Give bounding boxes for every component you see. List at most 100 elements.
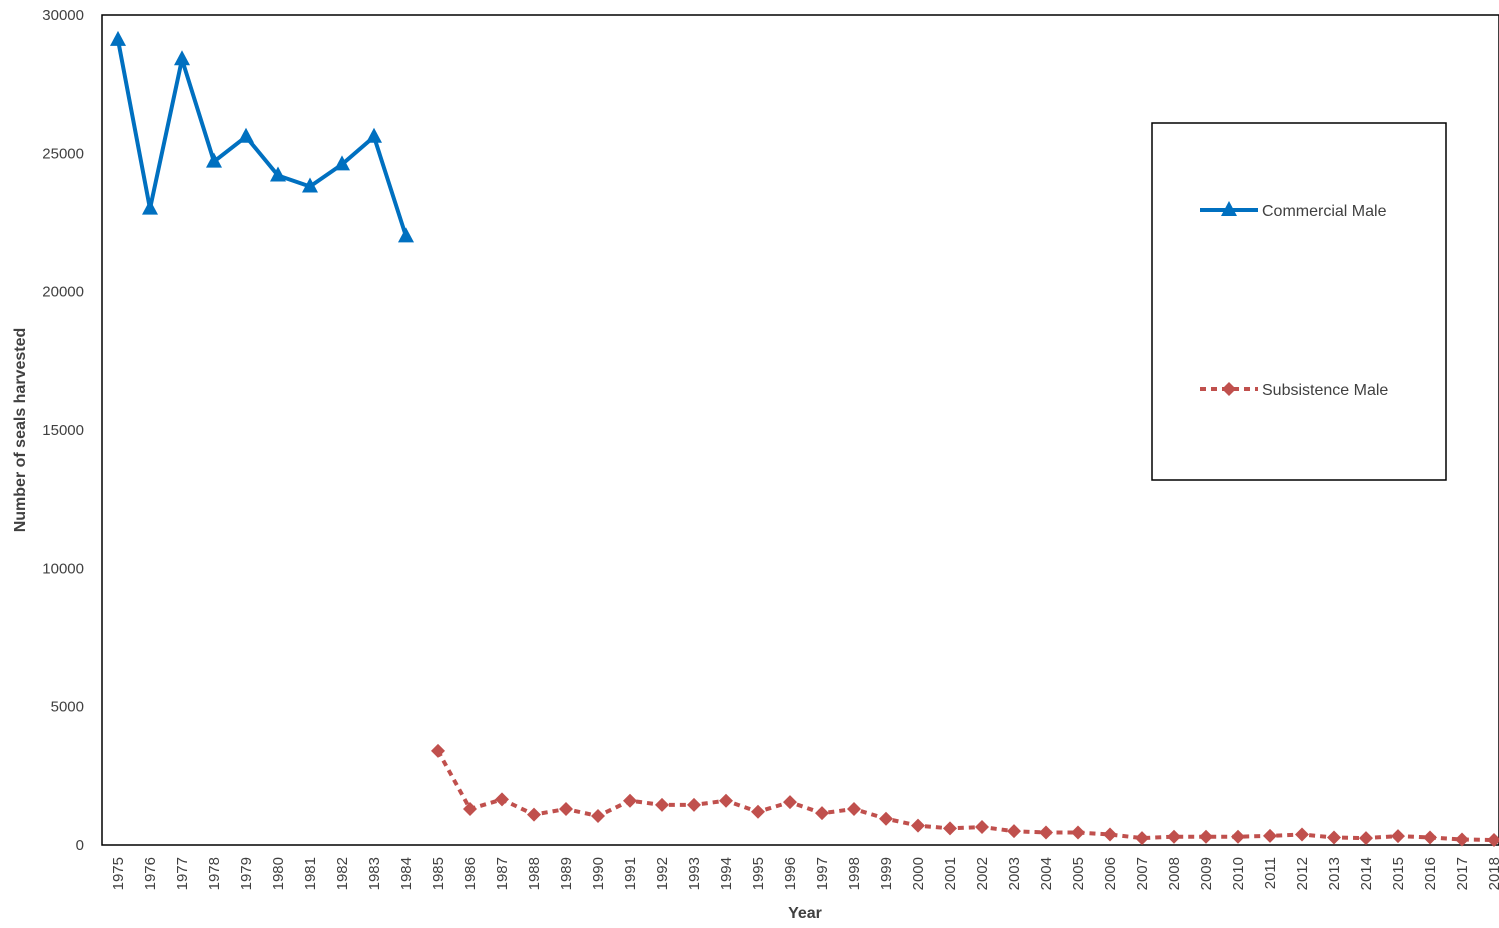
x-tick-label: 1988 — [526, 857, 543, 890]
x-tick-label: 1995 — [750, 857, 767, 890]
x-tick-label: 2001 — [942, 857, 959, 890]
x-tick-label: 2005 — [1070, 857, 1087, 890]
data-point-marker — [1391, 829, 1405, 844]
data-point-marker — [174, 50, 190, 66]
data-point-marker — [783, 795, 797, 810]
data-point-marker — [623, 793, 637, 808]
data-point-marker — [1103, 827, 1117, 842]
data-point-marker — [1071, 825, 1085, 840]
legend-swatch-marker — [1222, 382, 1236, 396]
data-point-marker — [591, 808, 605, 823]
x-tick-label: 2009 — [1198, 857, 1215, 890]
x-tick-label: 1975 — [110, 857, 127, 890]
data-point-marker — [1327, 830, 1341, 845]
data-point-marker — [431, 743, 445, 758]
x-tick-label: 2003 — [1006, 857, 1023, 890]
data-point-marker — [302, 177, 318, 193]
data-point-marker — [1039, 825, 1053, 840]
x-tick-label: 2013 — [1326, 857, 1343, 890]
x-tick-label: 2018 — [1486, 857, 1499, 890]
data-point-marker — [1455, 832, 1469, 847]
x-tick-label: 2002 — [974, 857, 991, 890]
data-point-marker — [655, 797, 669, 812]
x-tick-label: 2000 — [910, 857, 927, 890]
data-point-marker — [1199, 829, 1213, 844]
x-tick-label: 1991 — [622, 857, 639, 890]
y-axis-title: Number of seals harvested — [12, 328, 29, 533]
y-tick-label: 25000 — [42, 145, 84, 162]
data-point-marker — [527, 807, 541, 822]
data-point-marker — [559, 802, 573, 817]
x-tick-label: 2015 — [1390, 857, 1407, 890]
x-tick-label: 2014 — [1358, 857, 1375, 890]
legend: Commercial Male Subsistence Male — [1151, 122, 1447, 481]
x-tick-label: 1978 — [206, 857, 223, 890]
x-tick-label: 1977 — [174, 857, 191, 890]
data-point-marker — [911, 818, 925, 833]
legend-swatch-marker — [1221, 201, 1237, 216]
x-tick-label: 2017 — [1454, 857, 1471, 890]
data-point-marker — [110, 30, 126, 46]
y-tick-label: 5000 — [51, 699, 84, 716]
x-tick-label: 1992 — [654, 857, 671, 890]
data-point-marker — [943, 821, 957, 836]
data-point-marker — [366, 127, 382, 143]
series-layer — [110, 30, 1499, 848]
data-point-marker — [1167, 829, 1181, 844]
legend-label: Commercial Male — [1262, 203, 1387, 220]
data-point-marker — [1007, 824, 1021, 839]
x-tick-label: 2007 — [1134, 857, 1151, 890]
y-tick-label: 10000 — [42, 560, 84, 577]
y-tick-label: 15000 — [42, 422, 84, 439]
x-tick-label: 2004 — [1038, 857, 1055, 890]
data-point-marker — [270, 166, 286, 182]
x-tick-label: 1994 — [718, 857, 735, 890]
data-point-marker — [751, 804, 765, 819]
x-tick-label: 1987 — [494, 857, 511, 890]
x-tick-label: 1982 — [334, 857, 351, 890]
y-tick-label: 30000 — [42, 7, 84, 24]
data-point-marker — [1135, 831, 1149, 846]
x-tick-label: 1979 — [238, 857, 255, 890]
y-tick-label: 0 — [76, 837, 84, 854]
x-tick-label: 1997 — [814, 857, 831, 890]
data-point-marker — [334, 155, 350, 171]
x-tick-label: 2008 — [1166, 857, 1183, 890]
x-tick-label: 1980 — [270, 857, 287, 890]
x-tick-label: 2010 — [1230, 857, 1247, 890]
x-tick-label: 2012 — [1294, 857, 1311, 890]
data-point-marker — [1263, 828, 1277, 843]
data-point-marker — [975, 820, 989, 835]
x-tick-label: 1984 — [398, 857, 415, 890]
data-point-marker — [847, 802, 861, 817]
x-tick-label: 1998 — [846, 857, 863, 890]
data-point-marker — [1423, 830, 1437, 845]
data-point-marker — [142, 199, 158, 215]
data-point-marker — [1359, 831, 1373, 846]
x-tick-label: 2011 — [1262, 857, 1279, 889]
data-point-marker — [238, 127, 254, 143]
series-line-1 — [116, 39, 408, 237]
x-tick-label: 1993 — [686, 857, 703, 890]
data-point-marker — [879, 811, 893, 826]
data-point-marker — [1487, 833, 1499, 848]
legend-frame — [1151, 122, 1447, 481]
y-axis-ticks: 0 5000 10000 15000 20000 25000 30000 — [42, 7, 84, 854]
data-point-marker — [398, 227, 414, 243]
data-point-marker — [815, 806, 829, 821]
x-axis-title: Year — [788, 905, 822, 922]
x-tick-label: 2016 — [1422, 857, 1439, 890]
x-tick-label: 1985 — [430, 857, 447, 890]
x-tick-label: 1976 — [142, 857, 159, 890]
data-point-marker — [495, 792, 509, 807]
x-axis-ticks: 1975 1976 1977 1978 1979 1980 1981 1982 1983 1984… — [110, 857, 1499, 890]
x-tick-label: 1996 — [782, 857, 799, 890]
x-tick-label: 1989 — [558, 857, 575, 890]
data-point-marker — [463, 802, 477, 817]
x-tick-label: 1983 — [366, 857, 383, 890]
x-tick-label: 2006 — [1102, 857, 1119, 890]
data-point-marker — [1295, 827, 1309, 842]
y-tick-label: 20000 — [42, 284, 84, 301]
